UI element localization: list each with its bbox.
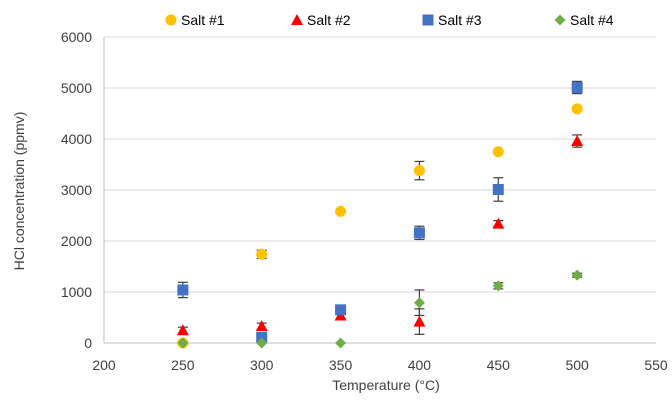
data-point [413, 165, 425, 177]
y-tick-label: 4000 [61, 131, 92, 147]
x-tick-label: 350 [329, 357, 353, 373]
plot-area [176, 80, 584, 349]
series-salt-3 [177, 80, 583, 343]
data-point [571, 269, 583, 281]
y-tick-label: 3000 [61, 182, 92, 198]
legend-marker-circle [165, 14, 177, 26]
series-salt-2 [176, 134, 584, 336]
data-point [571, 103, 583, 115]
legend-marker-square [422, 14, 434, 26]
data-point [177, 284, 189, 296]
x-axis-tick-labels: 200 250 300 350 400 450 500 550 [92, 357, 668, 373]
y-axis-tick-labels: 0 1000 2000 3000 4000 5000 6000 [61, 29, 92, 351]
data-point [256, 248, 268, 260]
data-point [255, 320, 268, 332]
x-axis-title: Temperature (°C) [332, 377, 440, 393]
legend-label: Salt #3 [438, 12, 482, 28]
data-point [335, 205, 347, 217]
gridlines [103, 36, 656, 344]
x-tick-label: 200 [92, 357, 116, 373]
y-tick-label: 0 [84, 335, 92, 351]
x-tick-label: 450 [487, 357, 511, 373]
data-point [571, 135, 584, 147]
series-salt-1 [177, 103, 583, 349]
data-point [176, 324, 189, 336]
data-point [256, 337, 268, 349]
legend-item: Salt #1 [165, 12, 225, 28]
x-tick-label: 250 [171, 357, 195, 373]
data-point [492, 146, 504, 158]
legend-item: Salt #4 [554, 12, 614, 28]
series-salt-4 [177, 269, 583, 349]
data-point [413, 227, 425, 239]
data-point [571, 81, 583, 93]
legend-marker-diamond [554, 14, 566, 26]
legend-item: Salt #3 [422, 12, 482, 28]
x-tick-label: 400 [408, 357, 432, 373]
legend: Salt #1 Salt #2 Salt #3 Salt #4 [165, 12, 614, 28]
x-tick-label: 550 [644, 357, 668, 373]
data-point [492, 183, 504, 195]
data-point [335, 337, 347, 349]
data-point [256, 331, 268, 343]
legend-label: Salt #4 [570, 12, 614, 28]
x-tick-label: 500 [565, 357, 589, 373]
x-tick-label: 300 [250, 357, 274, 373]
data-point [492, 280, 504, 292]
data-point [335, 304, 347, 316]
legend-label: Salt #2 [307, 12, 351, 28]
data-point [413, 315, 426, 327]
legend-marker-triangle [291, 14, 303, 25]
y-tick-label: 5000 [61, 80, 92, 96]
data-point [177, 337, 189, 349]
legend-label: Salt #1 [181, 12, 225, 28]
y-axis-title: HCl concentration (ppmv) [11, 112, 27, 271]
data-point [413, 297, 425, 309]
y-tick-label: 1000 [61, 284, 92, 300]
data-point [492, 217, 505, 229]
y-tick-label: 2000 [61, 233, 92, 249]
legend-item: Salt #2 [291, 12, 351, 28]
y-tick-label: 6000 [61, 29, 92, 45]
